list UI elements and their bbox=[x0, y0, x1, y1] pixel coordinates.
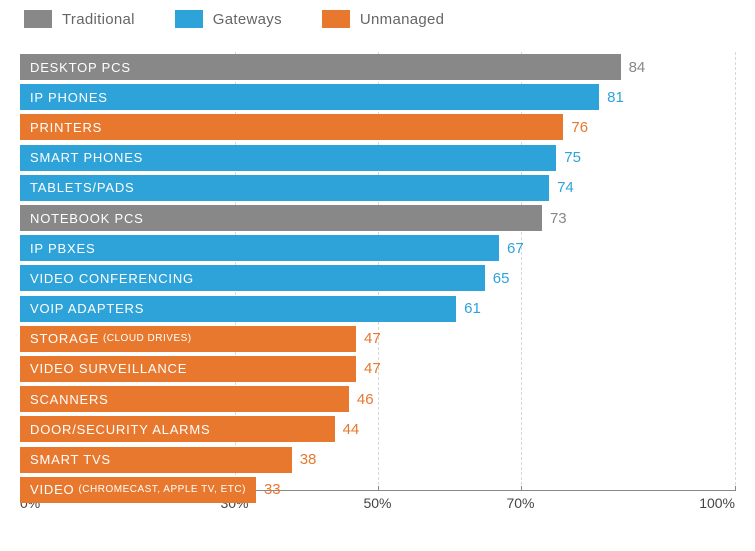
gridline bbox=[735, 52, 736, 490]
bar: DOOR/SECURITY ALARMS bbox=[20, 416, 335, 442]
bar-value: 76 bbox=[571, 119, 588, 136]
bar-value: 73 bbox=[550, 210, 567, 227]
bar-label: SCANNERS bbox=[30, 392, 109, 407]
bar-value: 33 bbox=[264, 481, 281, 498]
bar-label: VIDEO CONFERENCING bbox=[30, 271, 194, 286]
bar-row: IP PHONES 81 bbox=[20, 82, 735, 112]
bar: PRINTERS bbox=[20, 114, 563, 140]
bar-row: VOIP ADAPTERS 61 bbox=[20, 294, 735, 324]
bar: DESKTOP PCS bbox=[20, 54, 621, 80]
bar: VIDEO CONFERENCING bbox=[20, 265, 485, 291]
bar: IP PBXES bbox=[20, 235, 499, 261]
bars-container: DESKTOP PCS 84 IP PHONES 81 PRINTERS 76 SMART … bbox=[20, 46, 735, 505]
bar-label: VOIP ADAPTERS bbox=[30, 301, 144, 316]
bar-value: 61 bbox=[464, 300, 481, 317]
bar-sublabel: (CHROMECAST, APPLE TV, ETC) bbox=[78, 484, 245, 495]
legend-item: Gateways bbox=[175, 10, 282, 28]
bar: SCANNERS bbox=[20, 386, 349, 412]
bar-row: VIDEO CONFERENCING 65 bbox=[20, 263, 735, 293]
legend-item: Unmanaged bbox=[322, 10, 444, 28]
bar-value: 75 bbox=[564, 149, 581, 166]
bar-label: PRINTERS bbox=[30, 120, 102, 135]
bar-row: SCANNERS 46 bbox=[20, 384, 735, 414]
bar-label: VIDEO bbox=[30, 482, 74, 497]
bar: NOTEBOOK PCS bbox=[20, 205, 542, 231]
bar-label: NOTEBOOK PCS bbox=[30, 211, 144, 226]
bar-row: PRINTERS 76 bbox=[20, 112, 735, 142]
bar-label: IP PBXES bbox=[30, 241, 95, 256]
chart-legend: Traditional Gateways Unmanaged bbox=[24, 10, 735, 28]
bar-row: VIDEO (CHROMECAST, APPLE TV, ETC) 33 bbox=[20, 475, 735, 505]
legend-swatch bbox=[322, 10, 350, 28]
bar-value: 84 bbox=[629, 59, 646, 76]
bar-value: 44 bbox=[343, 421, 360, 438]
bar-row: SMART TVS 38 bbox=[20, 444, 735, 474]
legend-item: Traditional bbox=[24, 10, 135, 28]
bar-label: TABLETS/PADS bbox=[30, 180, 134, 195]
bar-value: 47 bbox=[364, 360, 381, 377]
bar: VIDEO SURVEILLANCE bbox=[20, 356, 356, 382]
bar-label: STORAGE bbox=[30, 331, 99, 346]
bar-row: SMART PHONES 75 bbox=[20, 143, 735, 173]
bar-value: 46 bbox=[357, 391, 374, 408]
bar-label: IP PHONES bbox=[30, 90, 108, 105]
bar-row: DESKTOP PCS 84 bbox=[20, 52, 735, 82]
bar-value: 74 bbox=[557, 179, 574, 196]
bar: TABLETS/PADS bbox=[20, 175, 549, 201]
bar-row: TABLETS/PADS 74 bbox=[20, 173, 735, 203]
bar-row: DOOR/SECURITY ALARMS 44 bbox=[20, 414, 735, 444]
bar-row: NOTEBOOK PCS 73 bbox=[20, 203, 735, 233]
bar-row: STORAGE (CLOUD DRIVES) 47 bbox=[20, 324, 735, 354]
bar-label: SMART PHONES bbox=[30, 150, 143, 165]
bar-sublabel: (CLOUD DRIVES) bbox=[103, 333, 192, 344]
bar-row: VIDEO SURVEILLANCE 47 bbox=[20, 354, 735, 384]
bar: SMART PHONES bbox=[20, 145, 556, 171]
chart-area: DESKTOP PCS 84 IP PHONES 81 PRINTERS 76 SMART … bbox=[20, 46, 735, 516]
bar-row: IP PBXES 67 bbox=[20, 233, 735, 263]
bar-value: 38 bbox=[300, 451, 317, 468]
x-tick bbox=[735, 486, 736, 491]
bar: VOIP ADAPTERS bbox=[20, 296, 456, 322]
bar-value: 47 bbox=[364, 330, 381, 347]
bar: VIDEO (CHROMECAST, APPLE TV, ETC) bbox=[20, 477, 256, 503]
bar-label: DESKTOP PCS bbox=[30, 60, 131, 75]
bar: IP PHONES bbox=[20, 84, 599, 110]
legend-label: Gateways bbox=[213, 11, 282, 28]
bar: SMART TVS bbox=[20, 447, 292, 473]
legend-label: Traditional bbox=[62, 11, 135, 28]
legend-swatch bbox=[175, 10, 203, 28]
legend-label: Unmanaged bbox=[360, 11, 444, 28]
bar-value: 67 bbox=[507, 240, 524, 257]
bar-label: DOOR/SECURITY ALARMS bbox=[30, 422, 210, 437]
bar: STORAGE (CLOUD DRIVES) bbox=[20, 326, 356, 352]
legend-swatch bbox=[24, 10, 52, 28]
bar-label: VIDEO SURVEILLANCE bbox=[30, 361, 187, 376]
bar-value: 81 bbox=[607, 89, 624, 106]
bar-label: SMART TVS bbox=[30, 452, 111, 467]
bar-value: 65 bbox=[493, 270, 510, 287]
